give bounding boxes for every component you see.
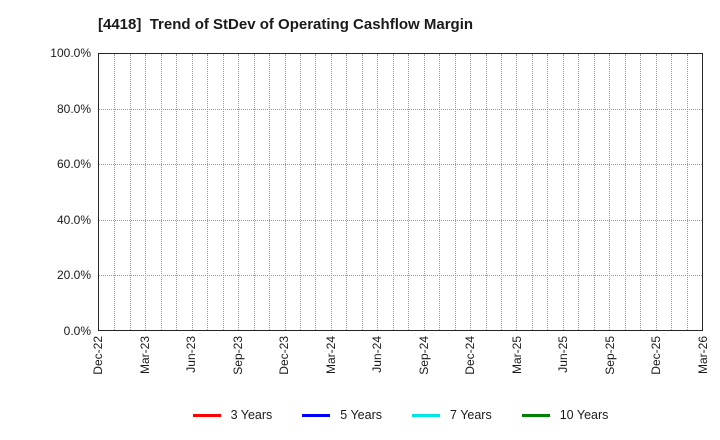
gridline-vertical [531, 54, 533, 330]
legend-line-7-years-icon [412, 413, 441, 417]
legend-item-3-years: 3 Years [192, 408, 273, 422]
legend-line-10-years-icon [521, 413, 550, 417]
y-tick-label: 0.0% [63, 324, 91, 338]
gridline-vertical [686, 54, 688, 330]
gridline-vertical [392, 54, 394, 330]
x-tick-label: Dec-23 [277, 336, 292, 375]
x-tick-label: Mar-25 [509, 336, 524, 375]
gridline-vertical [222, 54, 224, 330]
gridline-vertical [300, 54, 301, 330]
gridline-vertical [269, 54, 271, 330]
x-tick-label: Jun-23 [184, 336, 199, 373]
gridline-vertical [253, 54, 255, 330]
gridline-horizontal [99, 164, 702, 166]
gridline-vertical [346, 54, 348, 330]
y-tick-label: 80.0% [56, 101, 91, 116]
chart-title: [4418] Trend of StDev of Operating Cashf… [98, 16, 474, 33]
x-tick-label: Dec-22 [91, 336, 105, 375]
gridlines [99, 54, 702, 330]
gridline-horizontal [99, 109, 702, 111]
y-axis-labels: 0.0% 20.0% 40.0% 60.0% 80.0% 100.0% [0, 46, 91, 338]
gridline-vertical [377, 54, 379, 330]
gridline-vertical [454, 54, 456, 330]
gridline-vertical [284, 54, 286, 330]
gridline-vertical [439, 54, 441, 330]
x-axis-labels: Dec-22 Mar-23 Jun-23 Sep-23 Dec-23 Mar-24 Jun-… [91, 336, 710, 390]
gridline-vertical [176, 54, 178, 330]
legend-item-7-years: 7 Years [412, 408, 492, 422]
legend-line-3-years-icon [192, 413, 221, 417]
x-tick-label: Dec-25 [649, 336, 664, 375]
legend-label-3-years: 3 Years [230, 408, 273, 422]
gridline-vertical [330, 54, 332, 330]
y-tick-label: 40.0% [56, 212, 91, 227]
gridline-vertical [114, 54, 116, 330]
gridline-vertical [562, 54, 564, 330]
gridline-horizontal [99, 274, 702, 276]
plot-area [98, 53, 703, 331]
gridline-vertical [408, 54, 410, 330]
gridline-horizontal [99, 219, 702, 221]
gridline-vertical [501, 54, 502, 330]
legend-label-7-years: 7 Years [450, 408, 492, 422]
gridline-vertical [423, 54, 425, 330]
gridline-vertical [361, 54, 363, 330]
gridline-vertical [145, 54, 147, 330]
gridline-vertical [516, 54, 518, 330]
y-tick-label: 60.0% [56, 157, 91, 172]
gridline-vertical [640, 54, 642, 330]
legend-label-5-years: 5 Years [340, 408, 383, 422]
gridline-vertical [578, 54, 580, 330]
gridline-vertical [315, 54, 317, 330]
gridline-vertical [238, 54, 240, 330]
gridline-vertical [655, 54, 657, 330]
legend-line-5-years-icon [302, 413, 331, 417]
x-tick-label: Sep-23 [230, 336, 245, 375]
gridline-vertical [191, 54, 193, 330]
gridline-vertical [593, 54, 595, 330]
y-tick-label: 20.0% [56, 268, 91, 283]
x-tick-label: Mar-24 [323, 336, 338, 375]
gridline-vertical [624, 54, 626, 330]
x-tick-label: Mar-23 [137, 336, 152, 375]
x-tick-label: Sep-25 [602, 336, 617, 375]
gridline-vertical [547, 54, 549, 330]
x-tick-label: Jun-25 [556, 336, 571, 373]
gridline-vertical [129, 54, 131, 330]
gridline-vertical [470, 54, 472, 330]
gridline-vertical [609, 54, 611, 330]
legend-item-10-years: 10 Years [521, 408, 609, 422]
legend-item-5-years: 5 Years [302, 408, 382, 422]
gridline-vertical [160, 54, 162, 330]
gridline-vertical [671, 54, 673, 330]
legend-label-10-years: 10 Years [559, 408, 609, 422]
x-tick-label: Sep-24 [416, 336, 431, 375]
x-tick-label: Dec-24 [463, 336, 478, 375]
x-tick-label: Jun-24 [370, 336, 385, 373]
y-tick-label: 100.0% [50, 46, 91, 60]
gridline-vertical [485, 54, 487, 330]
x-tick-label: Mar-26 [696, 336, 710, 375]
gridline-vertical [207, 54, 209, 330]
legend: 3 Years 5 Years 7 Years 10 Years [98, 404, 703, 426]
